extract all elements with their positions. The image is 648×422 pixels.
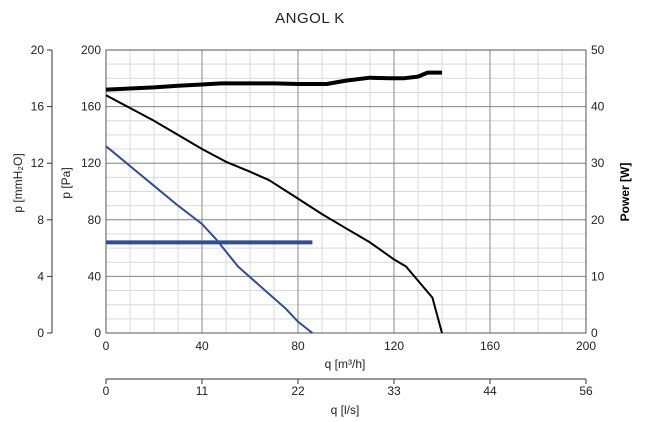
plot-frame <box>105 49 587 334</box>
series-group <box>105 70 443 334</box>
y-axis-title-mmh2o: p [mmH₂O] <box>11 153 25 212</box>
y-mmh2o-tick-label: 8 <box>37 213 44 227</box>
y-mmh2o-tick-label: 12 <box>31 156 45 170</box>
y-pa-tick-label: 80 <box>88 213 102 227</box>
x-tick-label: 120 <box>384 339 404 353</box>
y-power-tick-label: 20 <box>591 213 605 227</box>
y-axis-title-pa: p [Pa] <box>59 167 73 198</box>
plot-border <box>105 49 587 334</box>
x-axis-title-ls: q [l/s] <box>331 403 360 417</box>
y-pa-tick-label: 200 <box>81 43 101 57</box>
x2-tick-label: 22 <box>291 384 305 398</box>
y-power-tick-label: 0 <box>591 326 598 340</box>
y-pa-tick-label: 120 <box>81 156 101 170</box>
x2-tick-label: 0 <box>103 384 110 398</box>
grid <box>105 49 587 334</box>
y-axis-title-power: Power [W] <box>618 163 632 222</box>
chart-title: ANGOL K <box>275 10 345 27</box>
curve-pa-1 <box>105 94 443 334</box>
y-pa-tick-label: 160 <box>81 100 101 114</box>
y-mmh2o-tick-label: 16 <box>31 100 45 114</box>
y-power-tick-label: 50 <box>591 43 605 57</box>
y-power-tick-label: 40 <box>591 100 605 114</box>
y-power-tick-label: 30 <box>591 156 605 170</box>
y-pa-tick-label: 40 <box>88 269 102 283</box>
x2-tick-label: 56 <box>579 384 593 398</box>
y-pa-tick-label: 0 <box>94 326 101 340</box>
x2-tick-label: 44 <box>483 384 497 398</box>
x-axis-title-m3h: q [m³/h] <box>325 357 366 371</box>
y-mmh2o-tick-label: 4 <box>37 269 44 283</box>
x-tick-label: 0 <box>103 339 110 353</box>
y-power-tick-label: 10 <box>591 269 605 283</box>
x2-tick-label: 33 <box>387 384 401 398</box>
curve-power-0 <box>105 70 442 92</box>
y-mmh2o-tick-label: 20 <box>31 43 45 57</box>
x2-tick-label: 11 <box>196 384 209 398</box>
x-tick-label: 160 <box>480 339 500 353</box>
x-tick-label: 40 <box>195 339 209 353</box>
curve-pa-2 <box>105 145 314 334</box>
x-tick-label: 80 <box>291 339 305 353</box>
y-mmh2o-tick-label: 0 <box>37 326 44 340</box>
x-tick-label: 200 <box>576 339 596 353</box>
